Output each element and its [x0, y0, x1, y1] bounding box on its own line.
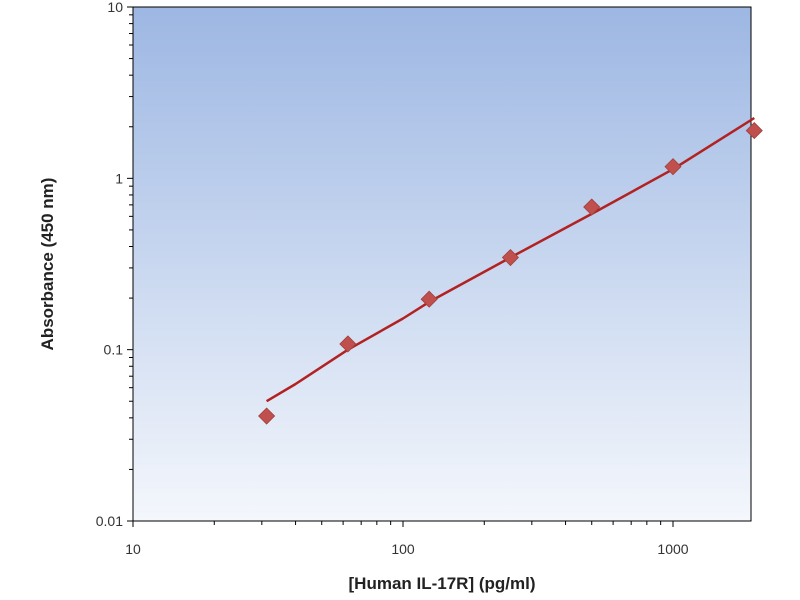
data-point-diamond	[583, 198, 601, 216]
y-tick-label: 10	[107, 0, 123, 15]
x-axis-ticks: 10 100 1000	[125, 521, 689, 557]
data-point-diamond	[745, 122, 763, 140]
x-tick-label: 10	[125, 541, 141, 557]
y-axis-title: Absorbance (450 nm)	[38, 178, 57, 351]
x-tick-label: 1000	[657, 541, 688, 557]
data-point-diamond	[258, 407, 276, 425]
x-tick-label: 100	[391, 541, 415, 557]
y-tick-label: 0.01	[96, 513, 123, 529]
y-axis-ticks: 0.01 0.1 1 10	[96, 0, 133, 529]
y-tick-label: 0.1	[104, 342, 124, 358]
data-point-diamond	[501, 248, 520, 267]
data-points-layer	[258, 122, 763, 425]
data-point-diamond	[664, 158, 682, 176]
plot-area	[132, 6, 752, 522]
data-point-diamond	[420, 290, 438, 308]
x-axis-title: [Human IL-17R] (pg/ml)	[349, 574, 536, 593]
data-point-diamond	[339, 335, 357, 353]
y-tick-label: 1	[115, 170, 123, 186]
